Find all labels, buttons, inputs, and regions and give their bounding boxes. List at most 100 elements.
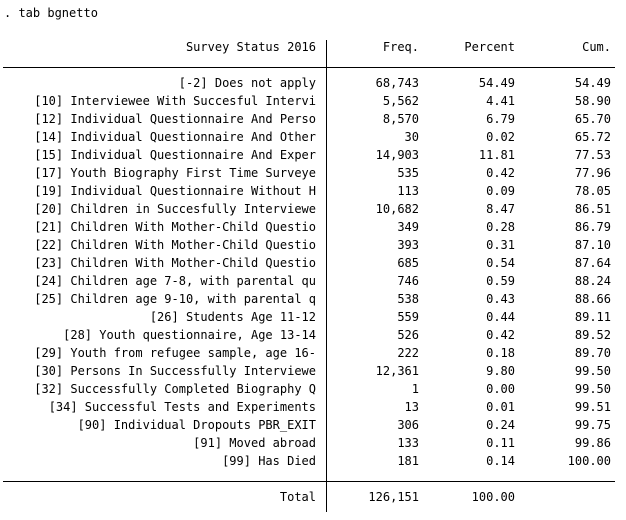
header-rule-left bbox=[3, 67, 326, 68]
row-label: [30] Persons In Successfully Interviewe bbox=[34, 364, 316, 378]
row-label: [20] Children in Succesfully Interviewe bbox=[34, 202, 316, 216]
row-label: [99] Has Died bbox=[222, 454, 316, 468]
row-cum: 99.75 bbox=[574, 418, 611, 432]
total-freq: 126,151 bbox=[368, 490, 419, 504]
row-cum: 89.52 bbox=[574, 328, 611, 342]
row-label: [-2] Does not apply bbox=[178, 76, 316, 90]
row-label: [21] Children With Mother-Child Questio bbox=[34, 220, 316, 234]
row-percent: 0.43 bbox=[486, 292, 515, 306]
row-percent: 0.18 bbox=[486, 346, 515, 360]
column-divider bbox=[326, 40, 327, 512]
row-freq: 14,903 bbox=[375, 148, 419, 162]
row-label: [17] Youth Biography First Time Surveye bbox=[34, 166, 316, 180]
row-label: [23] Children With Mother-Child Questio bbox=[34, 256, 316, 270]
row-freq: 349 bbox=[397, 220, 419, 234]
row-freq: 538 bbox=[397, 292, 419, 306]
row-percent: 11.81 bbox=[478, 148, 515, 162]
row-percent: 0.44 bbox=[486, 310, 515, 324]
row-cum: 65.72 bbox=[574, 130, 611, 144]
row-percent: 0.09 bbox=[486, 184, 515, 198]
row-label: [10] Interviewee With Succesful Intervi bbox=[34, 94, 316, 108]
row-cum: 87.10 bbox=[574, 238, 611, 252]
row-percent: 0.11 bbox=[486, 436, 515, 450]
row-label: [28] Youth questionnaire, Age 13-14 bbox=[63, 328, 316, 342]
row-cum: 100.00 bbox=[567, 454, 611, 468]
header-cum: Cum. bbox=[582, 40, 611, 54]
row-percent: 0.14 bbox=[486, 454, 515, 468]
row-freq: 30 bbox=[404, 130, 419, 144]
row-label: [32] Successfully Completed Biography Q bbox=[34, 382, 316, 396]
row-percent: 54.49 bbox=[478, 76, 515, 90]
row-freq: 10,682 bbox=[375, 202, 419, 216]
total-label: Total bbox=[279, 490, 316, 504]
row-cum: 99.86 bbox=[574, 436, 611, 450]
row-percent: 0.02 bbox=[486, 130, 515, 144]
row-freq: 8,570 bbox=[382, 112, 419, 126]
row-label: [24] Children age 7-8, with parental qu bbox=[34, 274, 316, 288]
row-cum: 77.96 bbox=[574, 166, 611, 180]
row-freq: 222 bbox=[397, 346, 419, 360]
row-cum: 65.70 bbox=[574, 112, 611, 126]
row-percent: 0.01 bbox=[486, 400, 515, 414]
header-freq: Freq. bbox=[382, 40, 419, 54]
row-cum: 89.70 bbox=[574, 346, 611, 360]
row-freq: 526 bbox=[397, 328, 419, 342]
row-freq: 133 bbox=[397, 436, 419, 450]
row-label: [29] Youth from refugee sample, age 16- bbox=[34, 346, 316, 360]
total-percent: 100.00 bbox=[471, 490, 515, 504]
header-percent: Percent bbox=[464, 40, 515, 54]
row-cum: 86.51 bbox=[574, 202, 611, 216]
row-freq: 306 bbox=[397, 418, 419, 432]
row-percent: 0.42 bbox=[486, 166, 515, 180]
row-freq: 746 bbox=[397, 274, 419, 288]
row-freq: 113 bbox=[397, 184, 419, 198]
row-cum: 54.49 bbox=[574, 76, 611, 90]
row-label: [12] Individual Questionnaire And Perso bbox=[34, 112, 316, 126]
row-freq: 1 bbox=[411, 382, 419, 396]
row-label: [90] Individual Dropouts PBR_EXIT bbox=[77, 418, 316, 432]
row-cum: 99.50 bbox=[574, 364, 611, 378]
row-cum: 89.11 bbox=[574, 310, 611, 324]
command-line: . tab bgnetto bbox=[4, 6, 98, 20]
row-cum: 88.24 bbox=[574, 274, 611, 288]
row-freq: 393 bbox=[397, 238, 419, 252]
row-percent: 4.41 bbox=[486, 94, 515, 108]
row-percent: 8.47 bbox=[486, 202, 515, 216]
row-freq: 685 bbox=[397, 256, 419, 270]
row-freq: 181 bbox=[397, 454, 419, 468]
row-label: [34] Successful Tests and Experiments bbox=[48, 400, 316, 414]
row-freq: 535 bbox=[397, 166, 419, 180]
header-rule-right bbox=[327, 67, 615, 68]
row-percent: 0.54 bbox=[486, 256, 515, 270]
total-rule-right bbox=[327, 481, 615, 482]
row-cum: 88.66 bbox=[574, 292, 611, 306]
row-cum: 99.50 bbox=[574, 382, 611, 396]
row-cum: 87.64 bbox=[574, 256, 611, 270]
row-freq: 559 bbox=[397, 310, 419, 324]
row-percent: 0.59 bbox=[486, 274, 515, 288]
row-percent: 0.31 bbox=[486, 238, 515, 252]
row-label: [22] Children With Mother-Child Questio bbox=[34, 238, 316, 252]
row-cum: 78.05 bbox=[574, 184, 611, 198]
row-label: [25] Children age 9-10, with parental q bbox=[34, 292, 316, 306]
row-percent: 0.00 bbox=[486, 382, 515, 396]
row-freq: 68,743 bbox=[375, 76, 419, 90]
row-label: [14] Individual Questionnaire And Other bbox=[34, 130, 316, 144]
row-percent: 0.24 bbox=[486, 418, 515, 432]
row-percent: 0.42 bbox=[486, 328, 515, 342]
row-percent: 0.28 bbox=[486, 220, 515, 234]
row-cum: 77.53 bbox=[574, 148, 611, 162]
row-label: [19] Individual Questionnaire Without H bbox=[34, 184, 316, 198]
row-percent: 6.79 bbox=[486, 112, 515, 126]
row-label: [91] Moved abroad bbox=[193, 436, 316, 450]
row-percent: 9.80 bbox=[486, 364, 515, 378]
row-freq: 13 bbox=[404, 400, 419, 414]
total-rule-left bbox=[3, 481, 326, 482]
row-cum: 99.51 bbox=[574, 400, 611, 414]
row-label: [15] Individual Questionnaire And Exper bbox=[34, 148, 316, 162]
row-label: [26] Students Age 11-12 bbox=[149, 310, 316, 324]
header-label: Survey Status 2016 bbox=[185, 40, 316, 54]
row-cum: 86.79 bbox=[574, 220, 611, 234]
row-freq: 5,562 bbox=[382, 94, 419, 108]
